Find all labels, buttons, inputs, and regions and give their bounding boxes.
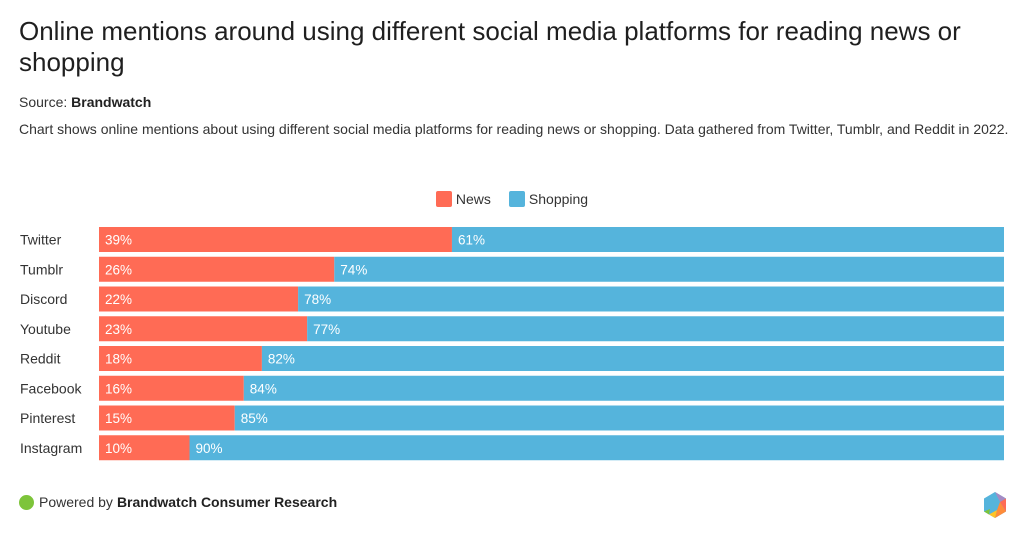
category-label-reddit: Reddit	[20, 351, 61, 367]
data-label-news-discord: 22%	[105, 292, 132, 307]
footer: Powered by Brandwatch Consumer Research	[19, 494, 337, 510]
category-label-youtube: Youtube	[20, 321, 71, 337]
data-label-shopping-discord: 78%	[304, 292, 331, 307]
source-label: Source:	[19, 94, 68, 110]
bar-news-twitter[interactable]	[99, 227, 452, 252]
legend-label-news: News	[455, 191, 491, 207]
chart-title: Online mentions around using different s…	[19, 16, 961, 77]
powered-by-brand: Brandwatch Consumer Research	[116, 494, 338, 510]
data-label-shopping-pinterest: 85%	[241, 411, 268, 426]
bar-news-youtube[interactable]	[99, 316, 308, 342]
legend-item-shopping[interactable]: Shopping	[499, 191, 588, 207]
bar-shopping-instagram[interactable]	[189, 435, 1005, 461]
bar-shopping-reddit[interactable]	[261, 346, 1004, 371]
bar-news-instagram[interactable]	[99, 435, 190, 461]
bar-shopping-tumblr[interactable]	[334, 256, 1004, 282]
hexagon-logo-icon	[984, 492, 1006, 518]
data-label-news-tumblr: 26%	[105, 262, 132, 277]
bar-news-facebook[interactable]	[99, 375, 244, 401]
legend-swatch-shopping	[508, 191, 525, 207]
bar-news-discord[interactable]	[99, 286, 299, 312]
category-label-facebook: Facebook	[20, 380, 82, 396]
source-line: Source: Brandwatch	[19, 94, 151, 110]
legend-swatch-news	[435, 191, 452, 207]
data-label-news-facebook: 16%	[105, 381, 132, 396]
data-label-shopping-reddit: 82%	[268, 352, 295, 367]
data-label-news-twitter: 39%	[105, 233, 132, 248]
bar-shopping-facebook[interactable]	[243, 375, 1005, 401]
legend-label-shopping: Shopping	[528, 191, 589, 207]
bar-news-pinterest[interactable]	[99, 405, 235, 431]
data-label-shopping-facebook: 84%	[250, 381, 277, 396]
source-name: Brandwatch	[71, 94, 152, 110]
bar-shopping-pinterest[interactable]	[234, 405, 1004, 431]
legend: News Shopping	[0, 191, 1024, 207]
data-label-news-youtube: 23%	[105, 322, 132, 337]
category-label-twitter: Twitter	[20, 232, 62, 248]
brand-dot-icon	[19, 494, 34, 510]
bar-news-reddit[interactable]	[99, 346, 262, 371]
category-label-tumblr: Tumblr	[20, 261, 63, 277]
chart-description: Chart shows online mentions about using …	[19, 121, 1009, 137]
bar-shopping-twitter[interactable]	[451, 227, 1004, 252]
data-label-shopping-tumblr: 74%	[340, 262, 367, 277]
data-label-news-pinterest: 15%	[105, 411, 132, 426]
data-label-shopping-twitter: 61%	[458, 233, 485, 248]
data-label-shopping-instagram: 90%	[196, 441, 223, 456]
powered-by-label: Powered by	[39, 494, 113, 510]
category-label-discord: Discord	[20, 291, 67, 307]
category-label-pinterest: Pinterest	[20, 410, 75, 426]
bar-news-tumblr[interactable]	[99, 256, 335, 282]
data-label-news-reddit: 18%	[105, 352, 132, 367]
bar-shopping-discord[interactable]	[298, 286, 1005, 312]
data-label-shopping-youtube: 77%	[313, 322, 340, 337]
category-label-instagram: Instagram	[20, 440, 82, 456]
legend-item-news[interactable]: News	[435, 191, 491, 207]
bar-shopping-youtube[interactable]	[307, 316, 1004, 342]
data-label-news-instagram: 10%	[105, 441, 132, 456]
